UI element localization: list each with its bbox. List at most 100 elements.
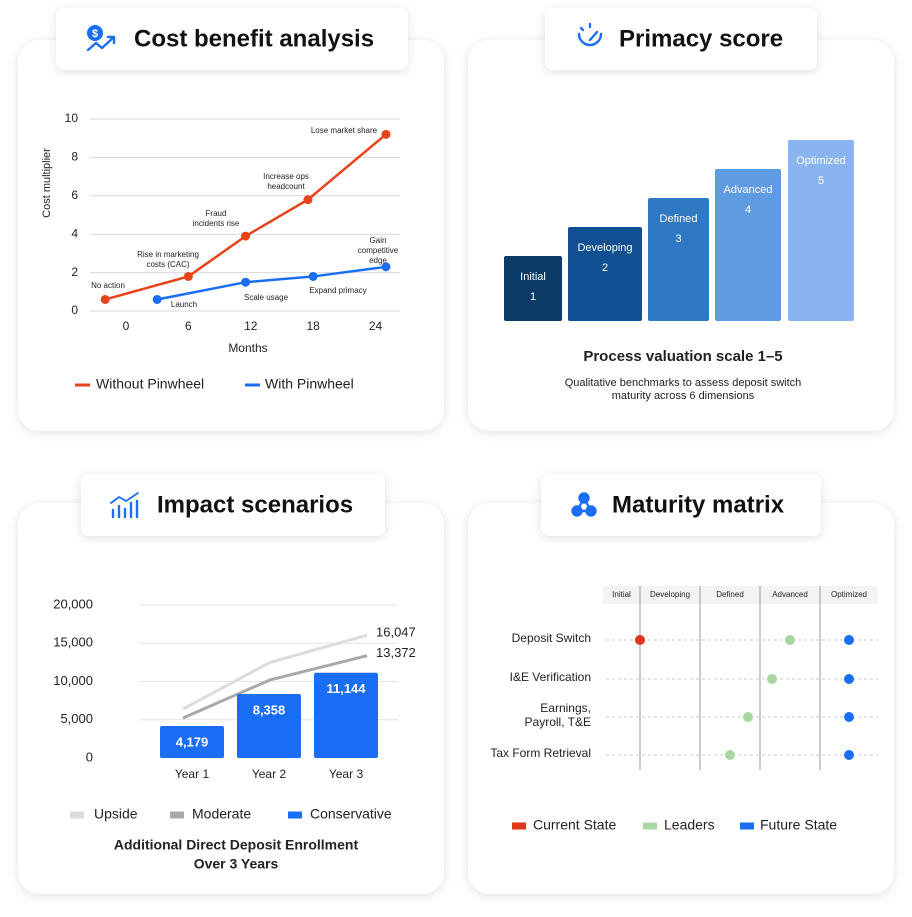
row-label: I&E Verification <box>510 670 591 684</box>
column-label: Defined <box>716 590 744 599</box>
bar <box>314 672 378 758</box>
icon-nodes <box>571 492 597 517</box>
column-label: Optimized <box>831 590 867 599</box>
annotation: edge <box>369 256 387 265</box>
legend-label: Leaders <box>664 817 715 833</box>
legend-label: Current State <box>533 817 616 833</box>
annotation: Lose market share <box>311 126 378 135</box>
y-tick-label: 4 <box>71 226 78 240</box>
legend-swatch <box>75 383 90 387</box>
cards <box>18 8 894 894</box>
panel-title: Primacy score <box>619 25 783 52</box>
bar <box>715 169 781 321</box>
icons: $ <box>86 22 603 519</box>
annotation: competitive <box>358 246 399 255</box>
y-tick-label: 10,000 <box>53 673 93 688</box>
y-tick-label: 15,000 <box>53 635 93 650</box>
bar <box>568 227 642 321</box>
dot <box>785 635 795 645</box>
series-line <box>182 633 368 711</box>
bar <box>160 726 224 758</box>
legend-swatch <box>245 383 260 387</box>
svg-text:$: $ <box>92 28 98 40</box>
subtitle: Additional Direct Deposit Enrollment <box>114 837 359 853</box>
row-label: Payroll, T&E <box>525 715 591 729</box>
dot <box>635 635 645 645</box>
point <box>152 294 162 304</box>
panel-title: Impact scenarios <box>157 491 353 518</box>
value-label: 16,047 <box>376 625 416 640</box>
column-label: Developing <box>650 590 690 599</box>
legend-swatch <box>643 822 657 830</box>
legend-label: With Pinwheel <box>265 376 354 392</box>
legend-swatch <box>740 822 754 830</box>
legend-label: Future State <box>760 817 837 833</box>
legend-label: Moderate <box>192 806 251 822</box>
bar-value: 1 <box>530 291 536 303</box>
point <box>381 129 391 139</box>
point <box>241 277 251 287</box>
bar-value: 4 <box>745 204 751 216</box>
annotation: Increase ops <box>263 172 309 181</box>
title-pill <box>545 8 817 70</box>
legend-swatch <box>70 811 84 819</box>
point <box>381 262 391 272</box>
dot <box>725 750 735 760</box>
dot <box>743 712 753 722</box>
legend-label: Upside <box>94 806 138 822</box>
series-line <box>156 265 387 301</box>
description: Qualitative benchmarks to assess deposit… <box>565 377 802 389</box>
row-label: Earnings, <box>540 701 591 715</box>
y-tick-label: 20,000 <box>53 596 93 611</box>
bar-category: Optimized <box>796 155 846 167</box>
point <box>100 294 110 304</box>
icon-bars <box>110 492 139 519</box>
bar-category: Developing <box>577 242 632 254</box>
bar <box>648 198 709 321</box>
bar-category: Defined <box>660 213 698 225</box>
dot <box>844 750 854 760</box>
x-tick-label: 12 <box>244 319 258 333</box>
bar-value: 5 <box>818 175 824 187</box>
description: maturity across 6 dimensions <box>612 390 755 402</box>
x-tick-label: 24 <box>369 319 383 333</box>
bar <box>504 256 562 321</box>
row-label: Tax Form Retrieval <box>490 746 591 760</box>
header-band <box>603 586 878 604</box>
annotation: Fraud <box>206 209 227 218</box>
y-tick-label: 8 <box>71 150 78 164</box>
dot <box>844 635 854 645</box>
series-line <box>182 654 368 720</box>
column-label: Advanced <box>772 590 808 599</box>
row-label: Deposit Switch <box>512 631 591 645</box>
bar-category: Advanced <box>724 184 773 196</box>
y-tick-label: 10 <box>65 111 79 125</box>
panel-title: Maturity matrix <box>612 491 785 518</box>
icon-money: $ <box>86 25 116 52</box>
y-tick-label: 5,000 <box>60 711 93 726</box>
x-tick-label: 18 <box>306 319 320 333</box>
bar-category: Initial <box>520 271 546 283</box>
title-pill <box>56 8 408 70</box>
legend-swatch <box>512 822 526 830</box>
value-label: 4,179 <box>176 734 209 749</box>
icon-gauge <box>577 22 603 47</box>
annotation: Rise in marketing <box>137 250 199 259</box>
dot <box>844 674 854 684</box>
x-tick-label: Year 2 <box>252 767 287 781</box>
y-tick-label: 0 <box>86 749 93 764</box>
x-tick-label: Year 3 <box>329 767 364 781</box>
point <box>303 195 313 205</box>
panel-title: Cost benefit analysis <box>134 25 374 52</box>
annotation: costs (CAC) <box>146 260 189 269</box>
bar-value: 3 <box>675 233 681 245</box>
annotation: Expand primacy <box>309 286 366 295</box>
value-label: 8,358 <box>253 702 286 717</box>
legend-swatch <box>170 811 184 819</box>
value-label: 13,372 <box>376 645 416 660</box>
annotation: Launch <box>171 300 197 309</box>
dot <box>767 674 777 684</box>
annotation: Scale usage <box>244 293 289 302</box>
annotation: headcount <box>267 182 305 191</box>
